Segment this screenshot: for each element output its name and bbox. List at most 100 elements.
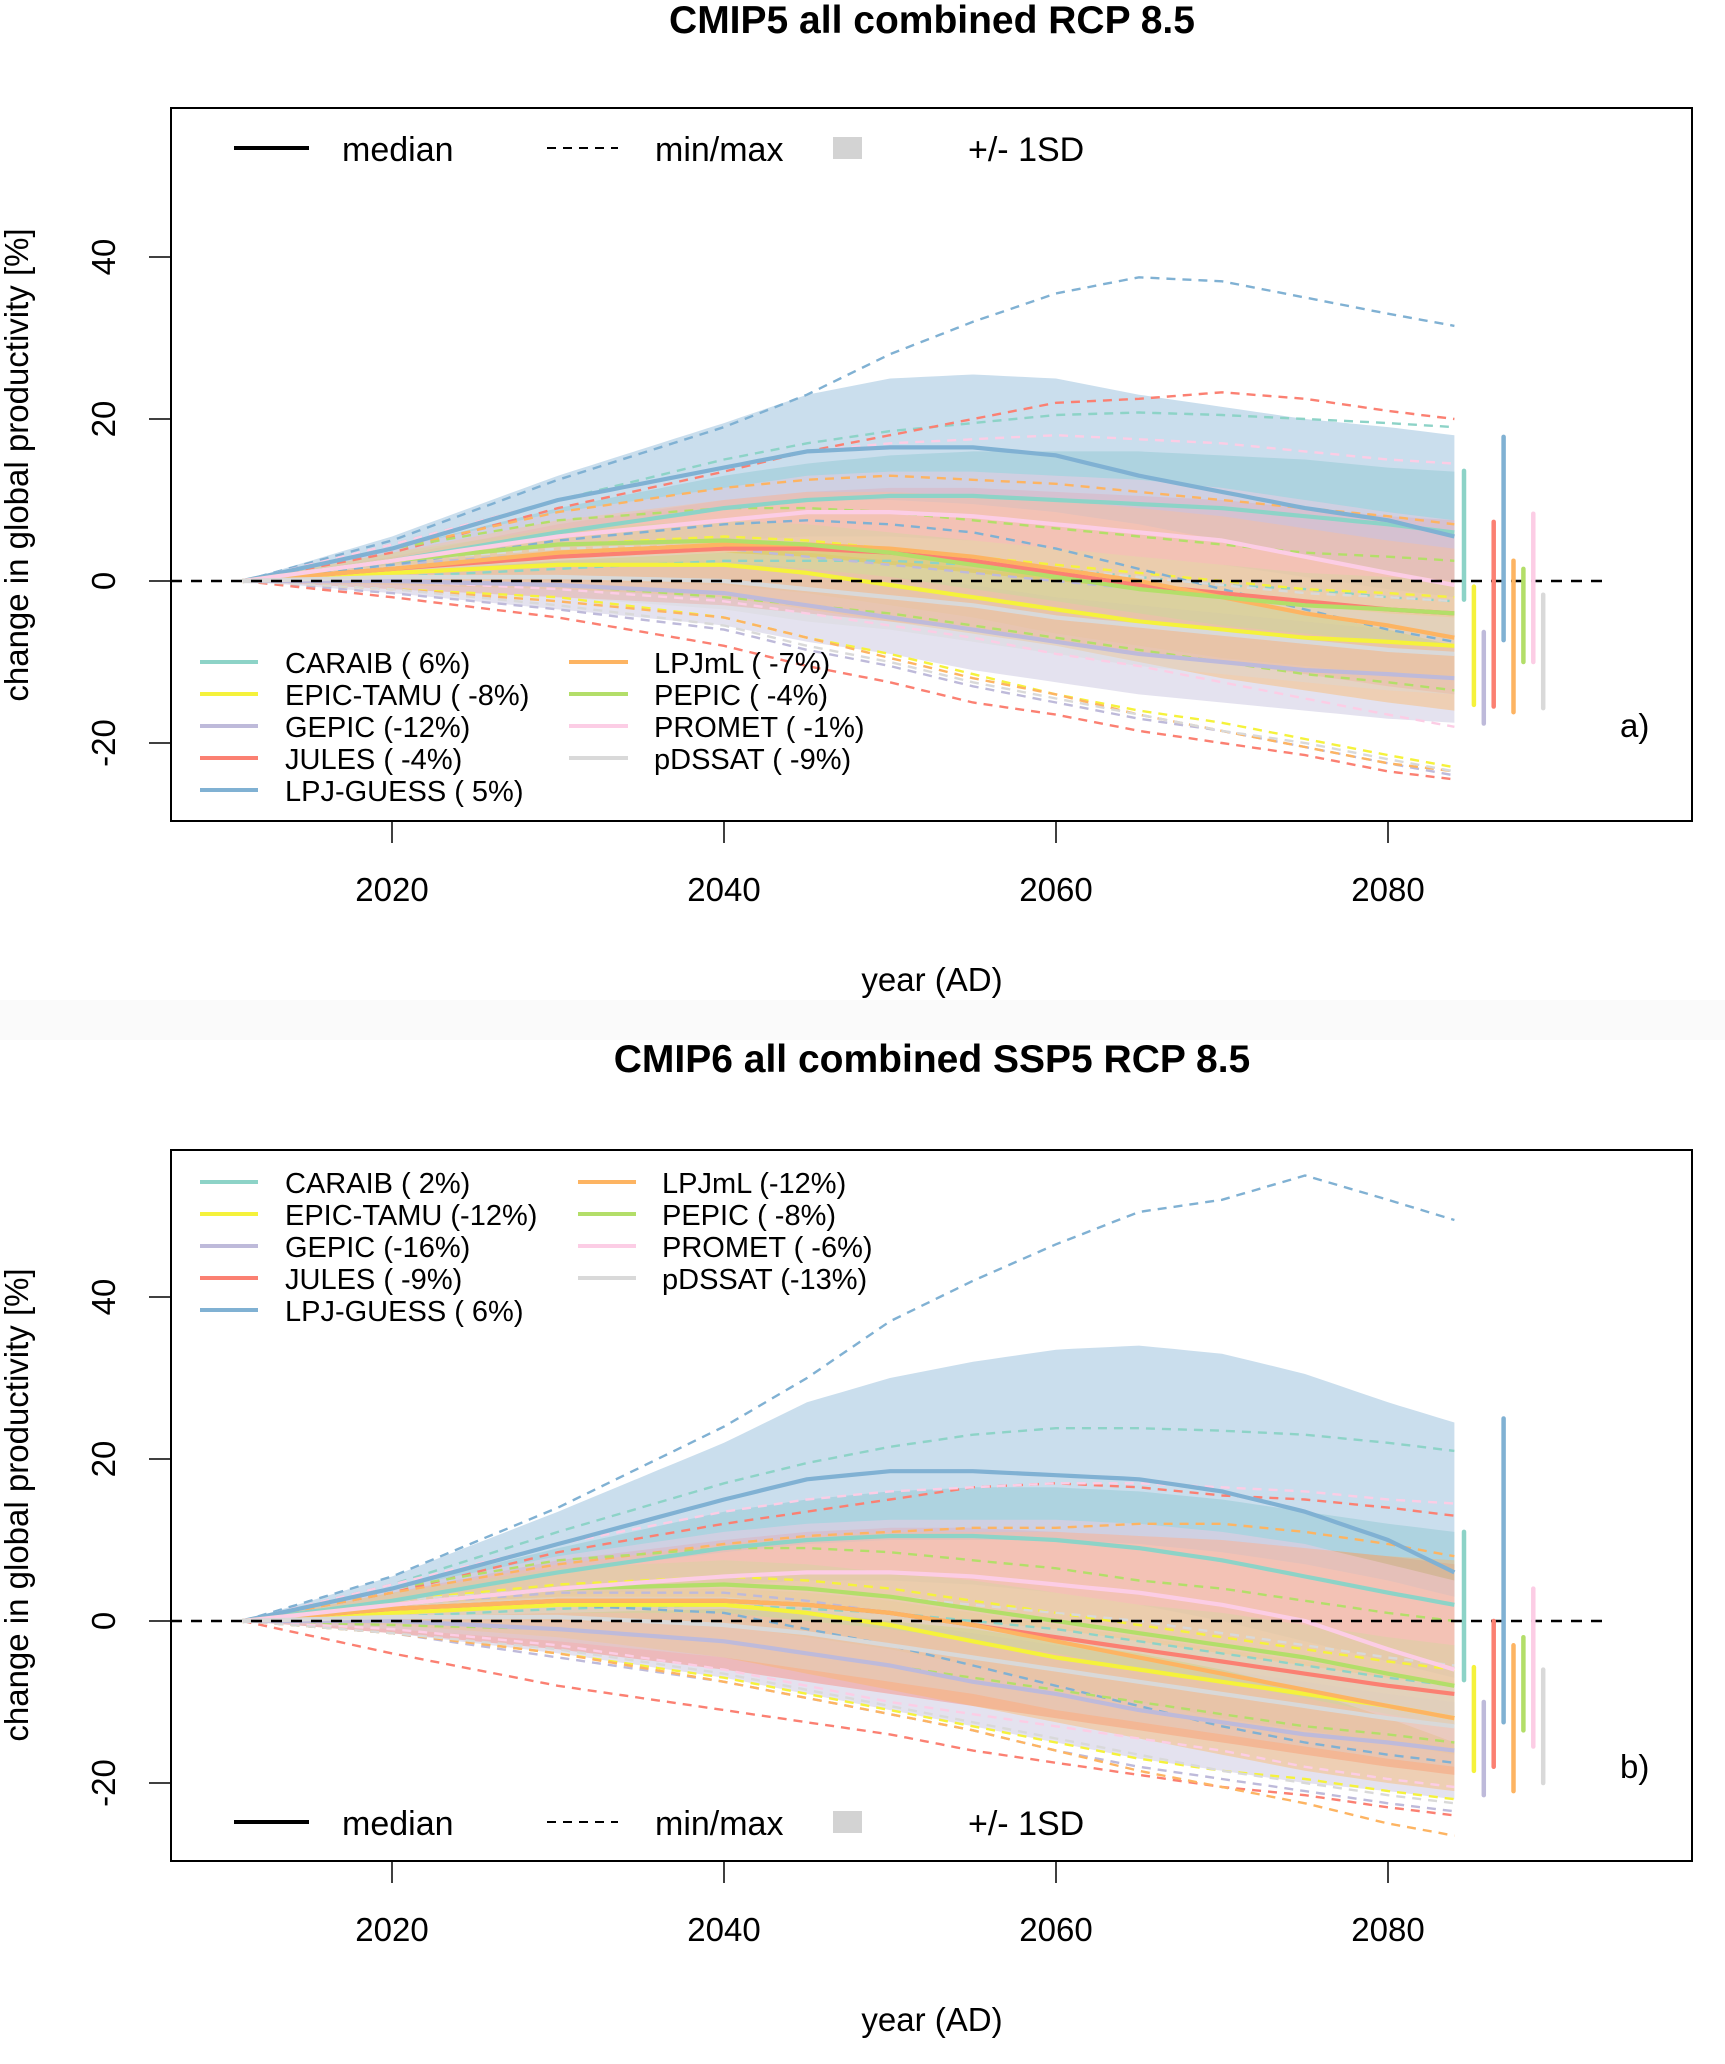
median-line-gepic: [242, 578, 1455, 681]
sd-band-gepic: [242, 1600, 1455, 1800]
min-line-lpjml: [242, 1619, 1455, 1837]
median-key-label: median: [342, 131, 454, 169]
panel-separator: [0, 1000, 1725, 1040]
legend-label: GEPIC (-12%): [285, 712, 470, 744]
min-line-caraib: [242, 1603, 1455, 1687]
min-line-pdssat: [242, 1619, 1455, 1805]
max-line-lpj-guess: [242, 1174, 1455, 1623]
max-line-lpjml: [242, 1522, 1455, 1623]
legend-item: EPIC-TAMU (-12%): [200, 1200, 537, 1232]
median-line-epic-tamu: [242, 1602, 1455, 1721]
legend-label: PEPIC ( -8%): [662, 1200, 836, 1232]
median-line-epic-tamu: [242, 562, 1455, 648]
chart-title: CMIP5 all combined RCP 8.5: [669, 0, 1195, 42]
sd-band-epic-tamu: [242, 548, 1455, 679]
y-tick-label: 0: [85, 1612, 122, 1630]
y-tick-label: 20: [85, 1441, 122, 1478]
legend-label: pDSSAT ( -9%): [654, 744, 851, 776]
median-line-promet: [242, 1570, 1456, 1672]
median-line-pdssat: [242, 574, 1455, 656]
max-line-pepic: [242, 1546, 1455, 1623]
legend-label: pDSSAT (-13%): [662, 1264, 867, 1296]
median-line-caraib: [242, 1533, 1455, 1624]
max-line-jules: [242, 391, 1455, 583]
legend-item: GEPIC (-16%): [200, 1232, 470, 1264]
median-line-promet: [242, 510, 1455, 588]
legend-label: LPJ-GUESS ( 6%): [285, 1296, 524, 1328]
legend-label: CARAIB ( 6%): [285, 648, 470, 680]
legend-item: JULES ( -4%): [200, 744, 462, 776]
x-tick-label: 2020: [355, 1911, 428, 1948]
minmax-key-label: min/max: [655, 1805, 783, 1843]
x-tick-label: 2040: [687, 871, 760, 908]
min-line-pdssat: [242, 579, 1455, 773]
sd-band-pdssat: [242, 552, 1455, 695]
panel-a: CMIP5 all combined RCP 8.5 2020 2040 2060 2…: [0, 0, 1693, 998]
legend: CARAIB ( 6%) EPIC-TAMU ( -8%) GEPIC (-12…: [200, 648, 865, 808]
y-tick-label: 40: [85, 1279, 122, 1316]
min-line-caraib: [242, 559, 1455, 603]
panel-b: CMIP6 all combined SSP5 RCP 8.5 2020 2040…: [0, 1038, 1693, 2038]
sd-key-swatch: [833, 1811, 862, 1833]
min-line-promet: [242, 1619, 1455, 1789]
min-line-epic-tamu: [242, 1619, 1455, 1801]
legend-item: LPJ-GUESS ( 6%): [200, 1296, 524, 1328]
min-line-lpj-guess: [242, 519, 1455, 643]
y-axis-title: change in global productivity [%]: [0, 228, 35, 701]
max-line-caraib: [242, 1427, 1455, 1623]
x-axis-title: year (AD): [861, 2001, 1002, 2038]
plot-frame: [170, 1149, 1693, 1862]
panel-label: a): [1620, 707, 1649, 744]
max-line-promet: [242, 433, 1455, 583]
y-tick-label: -20: [85, 719, 122, 767]
median-line-lpjml: [242, 1598, 1455, 1721]
legend-label: PROMET ( -1%): [654, 712, 865, 744]
sd-band-gepic: [242, 560, 1455, 723]
sd-key-swatch: [833, 137, 862, 159]
min-line-jules: [242, 579, 1455, 781]
max-line-lpjml: [242, 474, 1455, 583]
chart-title: CMIP6 all combined SSP5 RCP 8.5: [614, 1038, 1251, 1081]
legend-label: LPJmL ( -7%): [654, 648, 830, 680]
plot-frame: [170, 107, 1693, 822]
x-tick-label: 2080: [1351, 871, 1424, 908]
sd-band-pepic: [242, 520, 1455, 646]
y-tick-label: 0: [85, 572, 122, 590]
sd-band-caraib: [242, 451, 1455, 598]
y-tick-label: 20: [85, 401, 122, 438]
legend-item: GEPIC (-12%): [200, 712, 470, 744]
x-axis-title: year (AD): [861, 961, 1002, 998]
legend-item: pDSSAT ( -9%): [569, 744, 851, 776]
legend-item: JULES ( -9%): [200, 1264, 462, 1296]
legend-item: LPJ-GUESS ( 5%): [200, 776, 524, 808]
legend-item: pDSSAT (-13%): [578, 1264, 867, 1296]
key: median min/max +/- 1SD: [234, 131, 1084, 169]
median-line-gepic: [242, 1618, 1455, 1753]
legend-item: CARAIB ( 6%): [200, 648, 470, 680]
x-tick-label: 2020: [355, 871, 428, 908]
y-axis-title: change in global productivity [%]: [0, 1268, 35, 1741]
legend-label: CARAIB ( 2%): [285, 1168, 470, 1200]
x-tick-label: 2040: [687, 1911, 760, 1948]
legend-label: EPIC-TAMU ( -8%): [285, 680, 529, 712]
sd-band-lpj-guess: [242, 1345, 1455, 1621]
sd-key-label: +/- 1SD: [968, 1805, 1084, 1843]
legend-label: LPJmL (-12%): [662, 1168, 846, 1200]
legend-label: LPJ-GUESS ( 5%): [285, 776, 524, 808]
minmax-key-label: min/max: [655, 131, 783, 169]
sd-band-caraib: [242, 1487, 1455, 1678]
sd-band-pdssat: [242, 1596, 1455, 1767]
legend: CARAIB ( 2%) EPIC-TAMU (-12%) GEPIC (-16…: [200, 1168, 873, 1328]
min-line-epic-tamu: [242, 579, 1455, 769]
key: median min/max +/- 1SD: [234, 1805, 1084, 1843]
median-line-pepic: [242, 538, 1455, 616]
legend-item: LPJmL ( -7%): [569, 648, 830, 680]
panel-label: b): [1620, 1748, 1649, 1785]
legend-item: LPJmL (-12%): [578, 1168, 846, 1200]
median-line-lpj-guess: [242, 1469, 1456, 1624]
max-line-lpj-guess: [242, 276, 1455, 583]
min-line-pepic: [242, 1619, 1455, 1744]
